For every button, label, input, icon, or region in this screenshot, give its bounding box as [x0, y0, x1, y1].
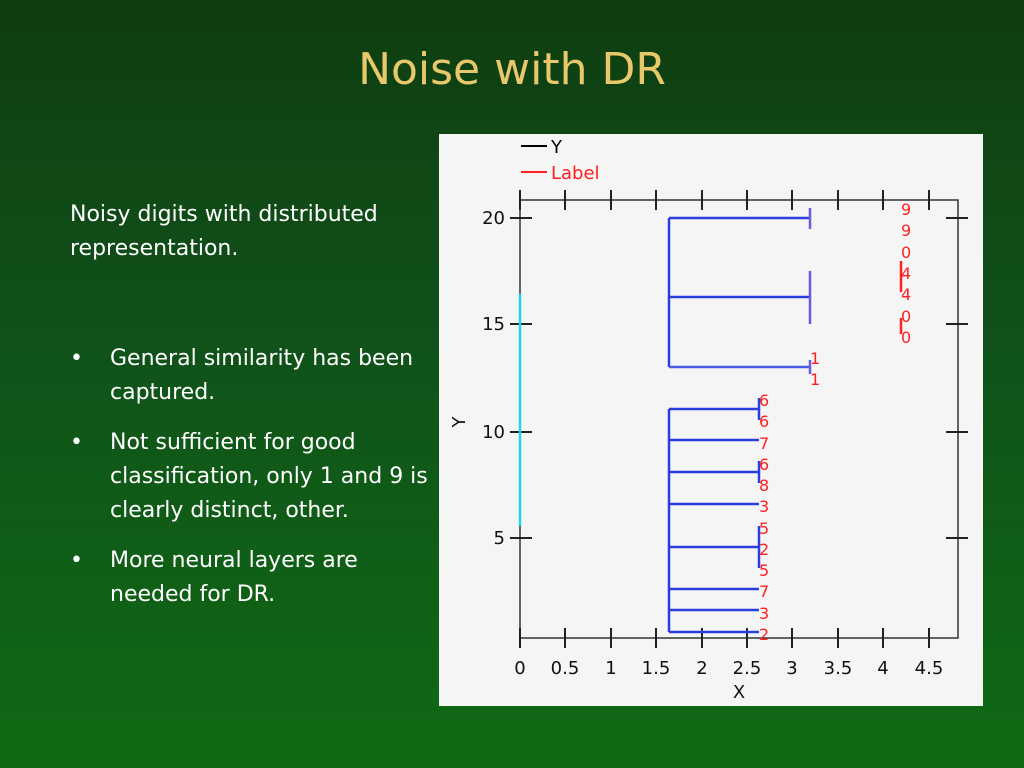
- bullet-text: General similarity has been captured.: [110, 346, 414, 405]
- leaf-label: 6: [759, 455, 769, 474]
- legend-label-y: Y: [550, 137, 563, 158]
- y-tick-label: 10: [482, 422, 505, 443]
- bullet-item: • More neural layers are needed for DR.: [70, 544, 430, 612]
- leaf-label: 1: [810, 370, 820, 389]
- leaf-label: 1: [810, 349, 820, 368]
- slide-text: Noisy digits with distributed representa…: [70, 198, 430, 628]
- plot-frame: [519, 199, 959, 639]
- bullet-item: • Not sufficient for good classification…: [70, 426, 430, 528]
- bullet-icon: •: [70, 346, 83, 371]
- leaf-label: 9: [901, 200, 911, 219]
- x-tick-label: 3.5: [824, 658, 853, 679]
- leaf-label: 3: [759, 497, 769, 516]
- x-tick-label: 2.5: [733, 658, 762, 679]
- x-tick-label: 1: [605, 658, 616, 679]
- leaf-label: 0: [901, 328, 911, 347]
- leaf-label: 9: [901, 221, 911, 240]
- dendrogram-branches: [518, 206, 903, 634]
- leaf-label: 7: [759, 434, 769, 453]
- x-tick-label: 0.5: [551, 658, 580, 679]
- x-tick-label: 1.5: [642, 658, 671, 679]
- leaf-labels: 9 9 0 4 4 0 0 1 1 6 6 7 6 8 3 5 2 5 7 3 …: [759, 200, 911, 644]
- legend-label-label: Label: [551, 163, 600, 184]
- leaf-label: 4: [901, 264, 911, 283]
- y-ticks: [510, 217, 968, 539]
- bullet-text: More neural layers are needed for DR.: [110, 548, 358, 607]
- dendrogram-figure: Y Label 0 0.5: [439, 134, 983, 706]
- bullet-item: • General similarity has been captured.: [70, 342, 430, 410]
- y-tick-labels: 5 10 15 20: [482, 208, 505, 549]
- x-axis-label: X: [733, 682, 745, 703]
- leaf-label: 0: [901, 307, 911, 326]
- leaf-label: 6: [759, 391, 769, 410]
- y-tick-label: 15: [482, 314, 505, 335]
- x-tick-label: 2: [696, 658, 707, 679]
- y-tick-label: 20: [482, 208, 505, 229]
- leaf-label: 6: [759, 412, 769, 431]
- leaf-label: 5: [759, 561, 769, 580]
- leaf-label: 7: [759, 582, 769, 601]
- x-tick-label: 4: [877, 658, 888, 679]
- leaf-label: 3: [759, 604, 769, 623]
- intro-text: Noisy digits with distributed representa…: [70, 202, 378, 261]
- x-tick-label: 3: [786, 658, 797, 679]
- x-tick-label: 4.5: [915, 658, 944, 679]
- bullet-icon: •: [70, 548, 83, 573]
- leaf-label: 5: [759, 519, 769, 538]
- bullet-text: Not sufficient for good classification, …: [110, 430, 428, 523]
- x-tick-label: 0: [514, 658, 525, 679]
- leaf-label: 2: [759, 540, 769, 559]
- y-axis-label: Y: [449, 416, 470, 429]
- leaf-label: 8: [759, 476, 769, 495]
- x-ticks: [519, 190, 930, 648]
- legend: Y Label: [521, 137, 600, 184]
- bullet-icon: •: [70, 430, 83, 455]
- dendrogram-svg: Y Label 0 0.5: [449, 137, 968, 703]
- bullet-list: • General similarity has been captured. …: [70, 342, 430, 612]
- slide-title: Noise with DR: [358, 44, 666, 95]
- x-tick-labels: 0 0.5 1 1.5 2 2.5 3 3.5 4 4.5: [514, 658, 943, 679]
- leaf-label: 4: [901, 285, 911, 304]
- leaf-label: 0: [901, 243, 911, 262]
- y-tick-label: 5: [494, 528, 505, 549]
- leaf-label: 2: [759, 625, 769, 644]
